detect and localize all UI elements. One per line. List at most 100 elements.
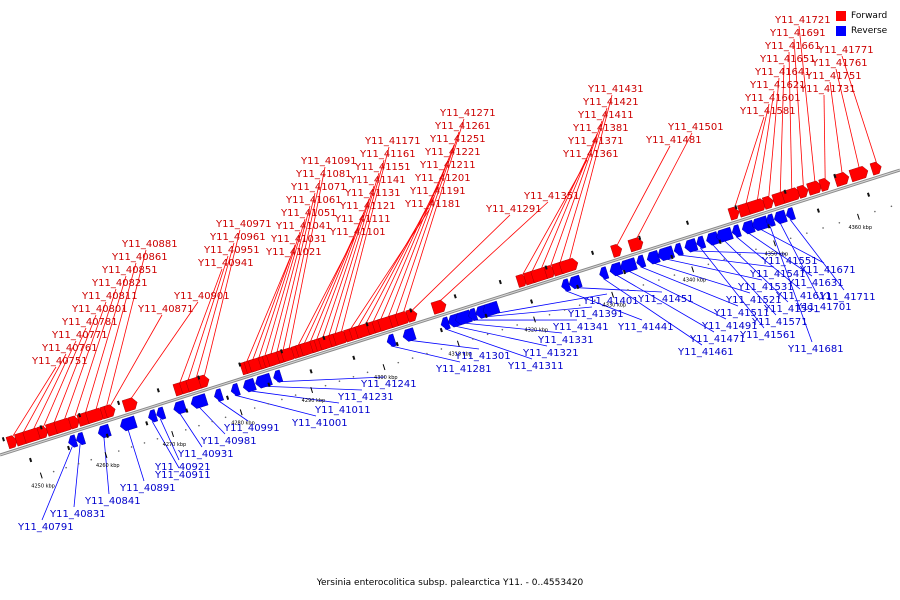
scale-tick bbox=[773, 240, 776, 247]
minor-feature bbox=[783, 189, 787, 194]
gene-label: Y11_41201 bbox=[414, 173, 471, 184]
leader-line bbox=[665, 258, 763, 281]
scale-tick bbox=[691, 266, 695, 273]
gene-Y11_40901 bbox=[121, 397, 138, 413]
leader-line bbox=[723, 239, 789, 303]
gene-label: Y11_41541 bbox=[749, 269, 806, 280]
scale-tick bbox=[857, 213, 860, 220]
gene-label: Y11_40811 bbox=[81, 291, 138, 302]
leader-line bbox=[768, 77, 780, 198]
gene-label: Y11_41411 bbox=[577, 110, 634, 121]
leader-line bbox=[734, 116, 765, 209]
minor-feature bbox=[484, 313, 488, 319]
scale-minor-tick bbox=[789, 237, 792, 240]
minor-feature bbox=[352, 355, 356, 361]
minor-feature bbox=[267, 382, 271, 387]
leader-line bbox=[550, 120, 603, 267]
minor-feature bbox=[145, 421, 149, 426]
gene-label: Y11_41391 bbox=[567, 309, 624, 320]
gene-label: Y11_40801 bbox=[71, 304, 128, 315]
gene-Y11_41701 bbox=[773, 209, 788, 225]
gene-label: Y11_41021 bbox=[265, 247, 322, 258]
leader-line bbox=[309, 211, 365, 343]
gene-label: Y11_40851 bbox=[101, 265, 158, 276]
gene-label: Y11_41441 bbox=[617, 322, 674, 333]
scale-minor-tick bbox=[673, 274, 676, 276]
legend: Forward Reverse bbox=[836, 8, 887, 38]
gene-label: Y11_41381 bbox=[572, 123, 629, 134]
gene-label: Y11_41231 bbox=[337, 392, 394, 403]
gene-label: Y11_41081 bbox=[295, 169, 352, 180]
scale-minor-tick bbox=[143, 442, 146, 444]
gene-Y11_41011 bbox=[242, 377, 257, 393]
gene-label: Y11_41271 bbox=[439, 108, 496, 119]
gene-Y11_41431 bbox=[558, 257, 579, 275]
leader-line bbox=[463, 322, 563, 334]
minor-feature bbox=[544, 265, 548, 270]
gene-Y11_41351 bbox=[430, 299, 447, 315]
scale-minor-tick bbox=[411, 357, 414, 359]
gene-features bbox=[1, 161, 882, 463]
scale-tick bbox=[533, 316, 536, 323]
scale-minor-tick bbox=[253, 407, 256, 409]
gene-label: Y11_41281 bbox=[435, 364, 492, 375]
scale-minor-tick bbox=[281, 398, 283, 401]
leader-line bbox=[22, 353, 67, 434]
leader-line bbox=[41, 446, 73, 521]
leader-line bbox=[349, 209, 430, 331]
leader-line bbox=[151, 421, 180, 469]
gene-label: Y11_41191 bbox=[409, 186, 466, 197]
minor-feature bbox=[365, 322, 369, 327]
gene-Y11_41341 bbox=[468, 307, 479, 322]
minor-feature bbox=[29, 457, 33, 463]
gene-Y11_40981 bbox=[190, 393, 209, 409]
leader-line bbox=[334, 159, 385, 335]
gene-Y11_41231 bbox=[255, 372, 273, 389]
scale-minor-tick bbox=[822, 227, 824, 229]
gene-label: Y11_41691 bbox=[769, 28, 826, 39]
minor-feature bbox=[77, 412, 82, 418]
scale-minor-tick bbox=[627, 289, 629, 291]
gene-label: Y11_41681 bbox=[787, 344, 844, 355]
scale-minor-tick bbox=[366, 371, 369, 374]
leader-line bbox=[829, 81, 843, 174]
gene-label: Y11_41011 bbox=[314, 405, 371, 416]
gene-Y11_40891 bbox=[120, 415, 138, 432]
leader-line bbox=[282, 179, 321, 352]
gene-Y11_41751 bbox=[833, 172, 850, 187]
leader-line bbox=[402, 118, 465, 314]
gene-label: Y11_41461 bbox=[677, 347, 734, 358]
leader-line bbox=[677, 254, 775, 268]
leader-line bbox=[798, 25, 816, 183]
gene-label: Y11_40901 bbox=[173, 291, 230, 302]
gene-Y11_41541 bbox=[673, 242, 684, 256]
gene-label: Y11_41761 bbox=[811, 58, 868, 69]
leader-line bbox=[103, 436, 110, 495]
scale-minor-tick bbox=[198, 424, 200, 427]
gene-label: Y11_41151 bbox=[354, 162, 411, 173]
minor-feature bbox=[309, 369, 313, 374]
gene-label: Y11_41261 bbox=[434, 121, 491, 132]
scale-tick-label: 4280 kbp bbox=[231, 420, 255, 426]
minor-feature bbox=[185, 408, 189, 413]
gene-label: Y11_40881 bbox=[121, 239, 178, 250]
minor-feature bbox=[409, 308, 413, 313]
leader-line bbox=[779, 222, 821, 301]
gene-label: Y11_40771 bbox=[51, 330, 108, 341]
gene-Y11_41531 bbox=[657, 245, 676, 262]
minor-feature bbox=[622, 269, 627, 275]
minor-feature bbox=[833, 173, 837, 179]
scale-minor-tick bbox=[516, 324, 518, 326]
leader-line bbox=[12, 366, 57, 437]
gene-label: Y11_41181 bbox=[404, 199, 461, 210]
gene-label: Y11_40821 bbox=[91, 278, 148, 289]
leader-line bbox=[187, 255, 229, 382]
gene-label: Y11_41491 bbox=[701, 321, 758, 332]
minor-feature bbox=[156, 388, 160, 393]
leader-line bbox=[198, 406, 226, 435]
gene-Y11_41691 bbox=[796, 184, 809, 199]
leader-line bbox=[565, 290, 643, 321]
minor-feature bbox=[718, 239, 722, 244]
gene-Y11_41471 bbox=[609, 261, 624, 277]
gene-label: Y11_41251 bbox=[429, 134, 486, 145]
